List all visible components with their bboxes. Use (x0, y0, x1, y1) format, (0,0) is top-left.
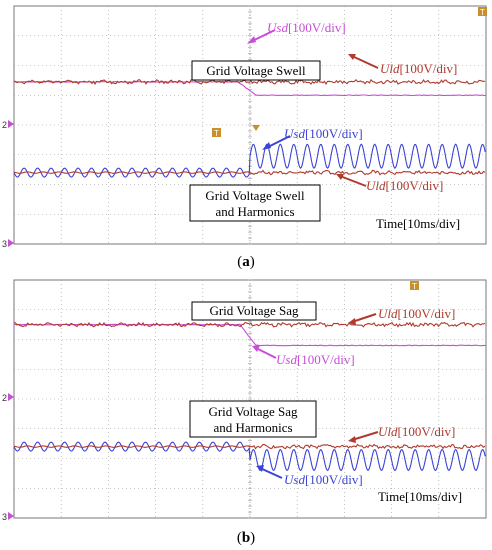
trigger-arrow-a (252, 125, 260, 131)
usd-label-b-bot: Usd[100V/div] (284, 472, 363, 487)
swell-label: Grid Voltage Swell (206, 63, 306, 78)
uld-arrow-a-top (351, 55, 379, 69)
usd-label-a-top: Usd[100V/div] (267, 20, 346, 35)
usd-arrow-b-bot (259, 467, 283, 479)
usd-trace-top (13, 323, 487, 347)
uld-arrow-a-bot (339, 175, 367, 187)
caption-a: (a) (237, 254, 255, 270)
time-label-b: Time[10ms/div] (378, 489, 462, 504)
panel-b-traces (13, 321, 487, 472)
caption-b: (b) (237, 530, 255, 546)
svg-text:T: T (214, 129, 219, 138)
panel-b: 2 3 T T Grid Voltage Sag Grid Voltage Sa… (2, 279, 487, 522)
trigger-marker-a2: T (212, 128, 221, 138)
sag-harm-box (189, 400, 317, 438)
uld-trace-top (13, 321, 486, 328)
svg-text:2: 2 (2, 393, 7, 403)
uld-label-a-top: Uld[100V/div] (380, 61, 457, 76)
sag-harm-label-2: and Harmonics (213, 420, 292, 435)
swell-harm-label-1: Grid Voltage Swell (205, 188, 305, 203)
uld-label-b-bot: Uld[100V/div] (378, 424, 455, 439)
usd-label-b-top: Usd[100V/div] (276, 352, 355, 367)
channel-2-marker-b: 2 (2, 393, 14, 403)
swell-harm-box (189, 184, 321, 222)
panel-a-traces (13, 78, 487, 178)
uld-trace-bottom (13, 443, 486, 450)
trigger-marker-b: T (410, 281, 419, 291)
svg-text:T: T (480, 8, 485, 17)
uld-arrow-b-bot (351, 431, 379, 441)
usd-label-a-bot: Usd[100V/div] (284, 126, 363, 141)
usd-trace-bottom (13, 143, 486, 178)
uld-arrow-b-top (351, 313, 377, 323)
sag-label: Grid Voltage Sag (209, 303, 299, 318)
usd-trace-bottom (13, 441, 486, 472)
uld-trace-bottom (13, 169, 486, 176)
trigger-marker-a: T (478, 7, 487, 17)
swell-harm-label-2: and Harmonics (215, 204, 294, 219)
time-label-a: Time[10ms/div] (376, 216, 460, 231)
svg-text:3: 3 (2, 239, 7, 249)
swell-box (191, 60, 321, 81)
sag-box (191, 301, 317, 321)
svg-text:T: T (412, 282, 417, 291)
panel-a: 2 3 T T Grid Voltage Swell Grid Voltage … (2, 5, 487, 249)
svg-text:2: 2 (2, 120, 7, 130)
sag-harm-label-1: Grid Voltage Sag (208, 404, 298, 419)
uld-label-a-bot: Uld[100V/div] (366, 178, 443, 193)
channel-2-marker-a: 2 (2, 120, 14, 130)
usd-arrow-b-top (255, 347, 277, 359)
channel-3-marker-b: 3 (2, 512, 14, 522)
channel-3-marker-a: 3 (2, 239, 14, 249)
uld-label-b-top: Uld[100V/div] (378, 306, 455, 321)
svg-text:3: 3 (2, 512, 7, 522)
uld-trace-top (13, 78, 486, 86)
